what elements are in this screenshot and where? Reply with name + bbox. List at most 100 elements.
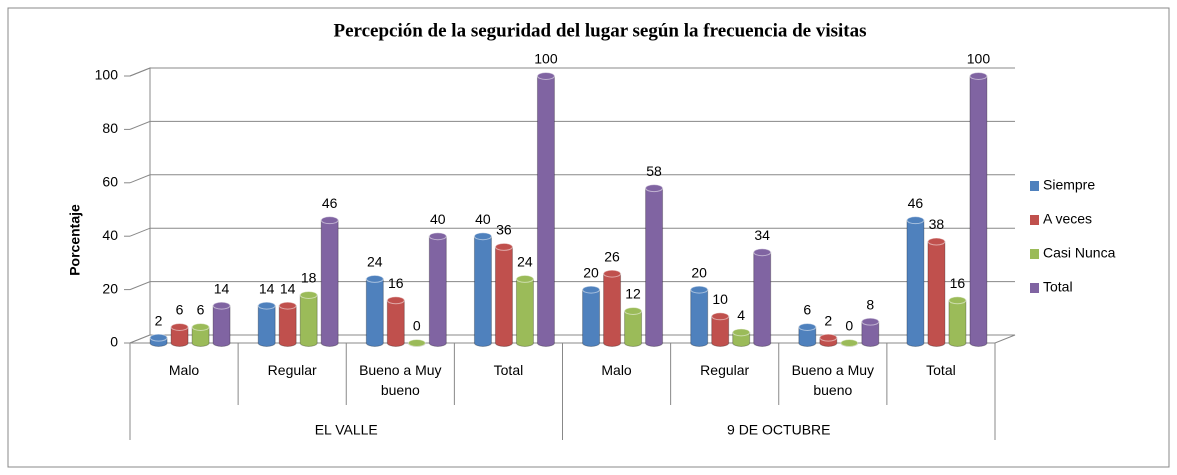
data-label: 14 <box>280 280 296 296</box>
y-tick-label: 20 <box>102 280 118 296</box>
bar-part <box>906 219 925 347</box>
y-tick-label: 80 <box>102 120 118 136</box>
bar-part <box>536 75 555 347</box>
bar-part <box>753 251 772 347</box>
bar-part <box>212 305 231 347</box>
bar-part <box>386 296 405 305</box>
bar-part <box>320 216 339 225</box>
bar-part <box>819 333 838 342</box>
bar-part <box>732 328 751 337</box>
bar <box>428 232 447 347</box>
data-label: 26 <box>604 248 620 264</box>
data-label: 14 <box>214 280 230 296</box>
bar <box>473 232 492 347</box>
bar-part <box>645 187 664 347</box>
bar-part <box>624 306 643 315</box>
grid-line <box>129 67 1015 77</box>
bar <box>582 285 601 347</box>
data-label: 12 <box>625 286 641 302</box>
bar-part <box>170 326 189 347</box>
chart-title: Percepción de la seguridad del lugar seg… <box>333 20 866 41</box>
legend-swatch <box>1030 283 1039 293</box>
bar-part <box>753 248 772 257</box>
data-label: 36 <box>496 222 512 238</box>
bar-part <box>473 232 492 241</box>
bar-part <box>365 278 384 347</box>
data-label: 0 <box>845 318 853 334</box>
data-label: 20 <box>691 264 707 280</box>
bar-part <box>969 72 988 80</box>
bar <box>257 301 276 347</box>
x-tick-label: Malo <box>168 362 200 378</box>
data-label: 10 <box>712 291 728 307</box>
bar-part <box>365 274 384 283</box>
bar-part <box>582 285 601 294</box>
bar <box>840 339 859 347</box>
bar-part <box>299 294 318 347</box>
bar <box>927 237 946 347</box>
bar-part <box>582 289 601 347</box>
grid-line <box>129 120 1015 130</box>
bar-part <box>645 184 664 193</box>
data-label: 14 <box>259 280 275 296</box>
bar-part <box>386 299 405 347</box>
bar <box>798 322 817 347</box>
bar-part <box>798 326 817 347</box>
data-label: 6 <box>197 302 205 318</box>
data-label: 8 <box>866 296 874 312</box>
bar-part <box>170 322 189 331</box>
y-tick-label: 0 <box>110 334 118 350</box>
bar <box>407 339 426 347</box>
data-label: 2 <box>155 312 163 328</box>
legend-label: Total <box>1043 279 1073 295</box>
data-label: 46 <box>322 195 338 211</box>
y-tick-label: 100 <box>95 67 119 83</box>
data-label: 40 <box>430 211 446 227</box>
legend-label: A veces <box>1043 211 1092 227</box>
bar-part <box>515 274 534 283</box>
data-label: 34 <box>754 227 770 243</box>
bar-part <box>407 339 426 347</box>
bar-part <box>473 235 492 347</box>
y-tick-label: 40 <box>102 227 118 243</box>
bar <box>732 328 751 347</box>
data-label: 46 <box>908 195 924 211</box>
data-label: 100 <box>967 51 991 67</box>
grid-line <box>129 281 1015 291</box>
bar <box>711 312 730 347</box>
bar-part <box>257 301 276 310</box>
bar-part <box>494 242 513 251</box>
bar <box>170 322 189 347</box>
data-label: 24 <box>517 254 533 270</box>
bar-part <box>711 315 730 347</box>
data-label: 16 <box>950 275 966 291</box>
y-tick-label: 60 <box>102 174 118 190</box>
bar-part <box>948 296 967 305</box>
bar-part <box>840 339 859 347</box>
bar <box>515 274 534 347</box>
grid-line <box>129 174 1015 184</box>
bar <box>690 285 709 347</box>
bar-part <box>927 241 946 347</box>
grid-line <box>129 227 1015 237</box>
data-label: 0 <box>413 318 421 334</box>
data-label: 18 <box>301 270 317 286</box>
data-label: 40 <box>475 211 491 227</box>
x-tick-label: Bueno a Muy bueno <box>791 362 875 398</box>
legend-swatch <box>1030 215 1039 225</box>
legend-swatch <box>1030 181 1039 191</box>
bar <box>819 333 838 347</box>
data-label: 6 <box>803 302 811 318</box>
bar-part <box>927 237 946 246</box>
bar-part <box>149 333 168 342</box>
bar-part <box>861 321 880 347</box>
bar <box>753 248 772 347</box>
data-label: 38 <box>929 216 945 232</box>
legend-label: Casi Nunca <box>1043 245 1116 261</box>
bar-part <box>299 290 318 299</box>
bar-part <box>212 301 231 310</box>
group-label: EL VALLE <box>315 422 378 438</box>
bar-part <box>428 235 447 347</box>
x-tick-label: Total <box>926 362 956 378</box>
